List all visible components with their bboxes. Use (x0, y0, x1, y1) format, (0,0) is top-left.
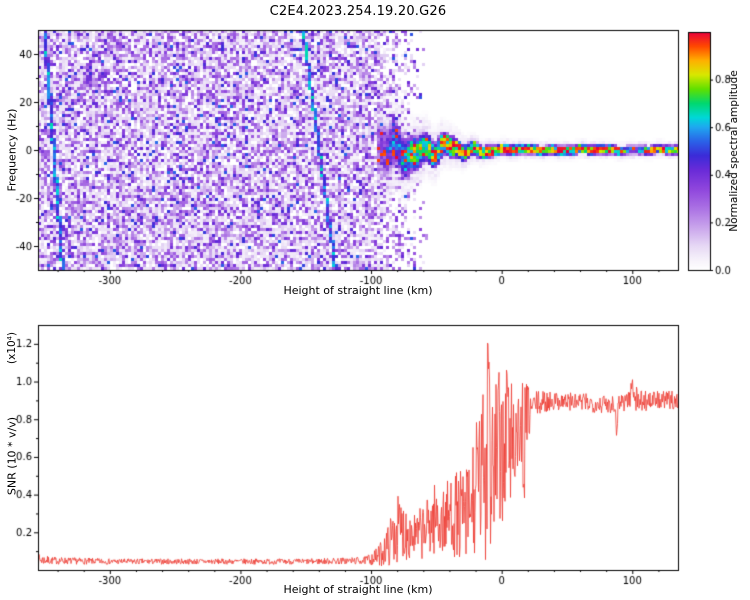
figure-title: C2E4.2023.254.19.20.G26 (269, 4, 447, 19)
top-xaxis-label: Height of straight line (km) (283, 284, 433, 297)
bottom-xaxis-label: Height of straight line (km) (283, 583, 433, 596)
top-yaxis-label: Frequency (Hz) (5, 108, 19, 192)
bottom-yaxis-scale-label: (x10⁴) (6, 332, 18, 364)
bottom-yaxis-label: SNR (10 * v/v) (5, 416, 19, 496)
colorbar-label: Normalized spectral amplitude (728, 70, 740, 232)
